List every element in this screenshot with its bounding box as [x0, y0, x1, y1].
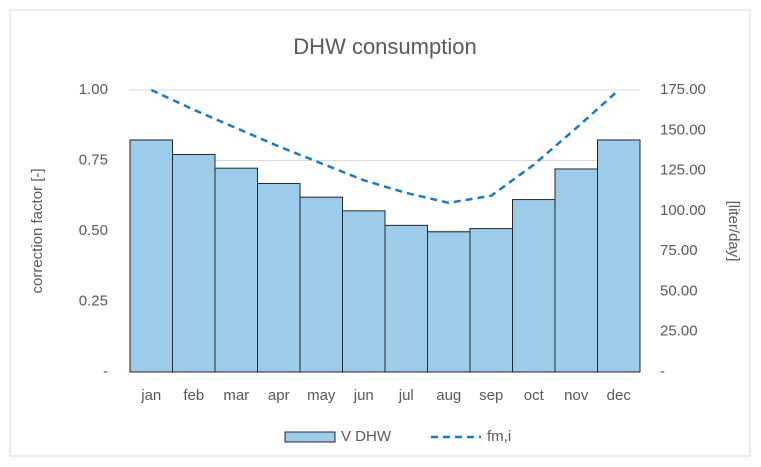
y2-tick-label: - [660, 363, 665, 380]
y-tick-label: - [103, 363, 108, 380]
bar [214, 167, 258, 373]
bar [129, 139, 173, 373]
x-tick-label: sep [479, 387, 503, 404]
chart-title: DHW consumption [293, 34, 476, 59]
y2-tick-label: 150.00 [660, 121, 706, 138]
bar [597, 139, 641, 373]
y-axis-label: correction factor [-] [29, 168, 46, 293]
y2-tick-label: 100.00 [660, 202, 706, 219]
y2-tick-label: 75.00 [660, 242, 698, 259]
bar [172, 153, 216, 373]
legend-label: V DHW [341, 428, 392, 445]
bar [342, 210, 386, 373]
bar [512, 199, 556, 373]
x-tick-label: feb [183, 387, 204, 404]
x-tick-label: may [307, 387, 336, 404]
legend-swatch [284, 431, 336, 443]
y-tick-label: 0.50 [79, 222, 108, 239]
legend-label: fm,i [487, 428, 511, 445]
y2-axis-label: [liter/day] [725, 201, 742, 262]
bar [384, 224, 428, 373]
x-tick-label: nov [564, 387, 589, 404]
x-tick-label: dec [607, 387, 632, 404]
x-tick-label: oct [524, 387, 545, 404]
y2-tick-label: 125.00 [660, 162, 706, 179]
y-tick-label: 0.75 [79, 151, 108, 168]
y-tick-label: 1.00 [79, 81, 108, 98]
x-tick-label: mar [223, 387, 249, 404]
x-tick-label: jul [398, 387, 414, 404]
bar [554, 168, 598, 373]
y2-tick-label: 175.00 [660, 81, 706, 98]
y-tick-label: 0.25 [79, 292, 108, 309]
bar [299, 196, 343, 373]
y2-tick-label: 50.00 [660, 282, 698, 299]
line [150, 88, 620, 205]
x-tick-label: apr [268, 387, 290, 404]
x-tick-label: aug [436, 387, 461, 404]
bar [469, 228, 513, 373]
bar [257, 182, 301, 373]
y2-tick-label: 25.00 [660, 323, 698, 340]
x-tick-label: jan [140, 387, 161, 404]
x-tick-label: jun [353, 387, 374, 404]
bar [427, 231, 471, 373]
